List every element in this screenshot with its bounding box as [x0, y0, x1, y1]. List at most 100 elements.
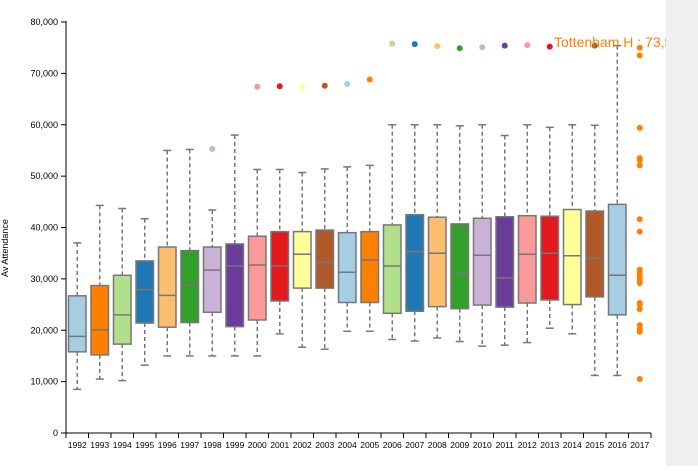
box-iqr — [157, 246, 177, 328]
box-iqr — [247, 235, 267, 321]
box-1999 — [225, 134, 245, 357]
x-tick-label: 2002 — [293, 440, 312, 450]
x-tick-label: 2005 — [360, 440, 379, 450]
box-2005 — [360, 164, 380, 333]
outlier-point — [591, 42, 598, 49]
box-2000 — [247, 168, 267, 357]
x-tick-label: 1994 — [113, 440, 132, 450]
box-1996 — [157, 149, 177, 357]
box-iqr — [382, 224, 402, 315]
outlier-point — [254, 83, 261, 90]
outlier-point — [501, 42, 508, 49]
y-tick-label: 20,000 — [30, 325, 58, 335]
box-2007 — [405, 124, 425, 342]
box-1995 — [135, 218, 155, 366]
x-tick-label: 2008 — [428, 440, 447, 450]
outlier-point — [636, 216, 643, 223]
box-iqr — [360, 230, 380, 304]
box-1994 — [112, 207, 132, 382]
outlier-point — [389, 40, 396, 47]
y-tick-label: 70,000 — [30, 68, 58, 78]
box-2006 — [382, 124, 402, 341]
box-2002 — [292, 171, 312, 348]
x-tick-label: 2017 — [630, 440, 649, 450]
box-iqr — [517, 214, 537, 304]
outlier-point — [209, 145, 216, 152]
box-iqr — [202, 246, 222, 314]
box-iqr — [90, 284, 110, 356]
box-1992 — [67, 242, 87, 391]
outlier-point — [636, 376, 643, 383]
box-2011 — [495, 134, 515, 346]
x-tick-label: 2001 — [270, 440, 289, 450]
outlier-point — [434, 43, 441, 50]
y-tick-label: 0 — [53, 428, 58, 438]
box-2003 — [315, 168, 335, 351]
outlier-point — [321, 82, 328, 89]
x-tick-label: 1997 — [180, 440, 199, 450]
y-tick-label: 80,000 — [30, 17, 58, 27]
box-1993 — [90, 204, 110, 380]
side-panel — [666, 0, 698, 466]
x-tick-label: 2010 — [473, 440, 492, 450]
x-tick-label: 2006 — [383, 440, 402, 450]
outlier-point — [636, 328, 643, 335]
box-1997 — [180, 148, 200, 357]
box-iqr — [315, 229, 335, 289]
x-tick-label: 1998 — [203, 440, 222, 450]
box-iqr — [405, 213, 425, 312]
y-tick-label: 10,000 — [30, 377, 58, 387]
outlier-point — [546, 43, 553, 50]
outlier-point — [636, 279, 643, 286]
box-2016 — [607, 44, 627, 377]
x-tick-label: 2009 — [450, 440, 469, 450]
box-iqr — [225, 243, 245, 328]
box-2013 — [540, 126, 560, 329]
box-iqr — [585, 210, 605, 298]
outlier-point — [276, 83, 283, 90]
outlier-point — [636, 301, 643, 308]
outlier-point — [411, 41, 418, 48]
box-2001 — [270, 168, 290, 335]
box-iqr — [495, 215, 515, 308]
box-iqr — [180, 249, 200, 324]
box-2014 — [562, 124, 582, 335]
box-iqr — [607, 203, 627, 316]
x-tick-label: 2013 — [540, 440, 559, 450]
box-iqr — [67, 295, 87, 353]
x-tick-label: 2004 — [338, 440, 357, 450]
outlier-point — [299, 83, 306, 90]
outlier-point — [636, 124, 643, 131]
outlier-point — [636, 306, 643, 313]
box-1998 — [202, 209, 222, 357]
x-tick-label: 1999 — [225, 440, 244, 450]
y-tick-label: 40,000 — [30, 223, 58, 233]
x-tick-label: 2014 — [563, 440, 582, 450]
box-2004 — [337, 166, 357, 333]
outlier-point — [456, 45, 463, 52]
box-iqr — [472, 217, 492, 306]
box-2015 — [585, 124, 605, 377]
outlier-point — [344, 81, 351, 88]
box-iqr — [112, 274, 132, 345]
box-iqr — [337, 231, 357, 304]
x-tick-label: 1996 — [158, 440, 177, 450]
box-iqr — [450, 223, 470, 310]
outlier-point — [524, 42, 531, 49]
y-tick-label: 60,000 — [30, 120, 58, 130]
box-iqr — [562, 208, 582, 306]
box-iqr — [540, 215, 560, 301]
box-iqr — [135, 260, 155, 324]
x-tick-label: 2007 — [405, 440, 424, 450]
outlier-point — [636, 44, 643, 51]
x-tick-label: 1993 — [90, 440, 109, 450]
outlier-point — [636, 162, 643, 169]
x-tick-label: 2015 — [585, 440, 604, 450]
y-axis-label: Av Attendance — [0, 219, 10, 277]
box-2010 — [472, 124, 492, 347]
outlier-point — [366, 76, 373, 83]
box-2012 — [517, 124, 537, 344]
box-2008 — [427, 124, 447, 339]
